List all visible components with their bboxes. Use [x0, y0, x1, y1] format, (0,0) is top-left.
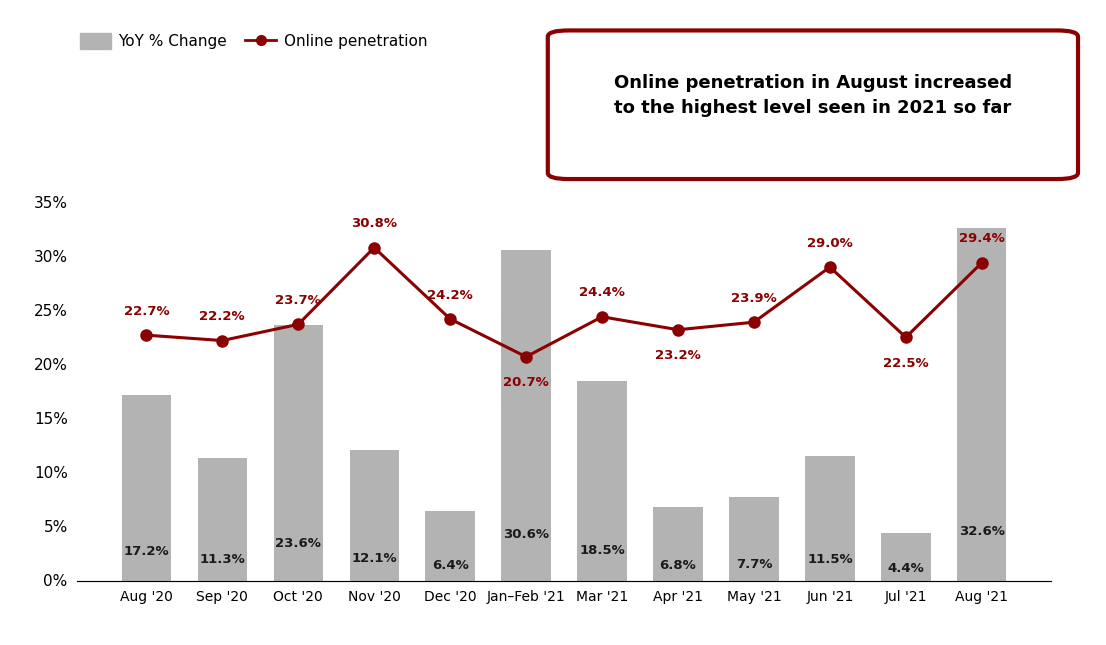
Text: 11.3%: 11.3%	[199, 553, 246, 566]
Text: 6.8%: 6.8%	[659, 559, 697, 571]
Text: 23.7%: 23.7%	[275, 294, 321, 307]
Bar	[198, 459, 247, 580]
Bar	[501, 250, 551, 580]
Legend: YoY % Change, Online penetration: YoY % Change, Online penetration	[74, 27, 434, 55]
Text: 29.4%: 29.4%	[959, 232, 1004, 246]
Text: Online penetration in August increased
to the highest level seen in 2021 so far: Online penetration in August increased t…	[614, 74, 1012, 117]
Text: 22.2%: 22.2%	[199, 310, 246, 323]
Text: 24.4%: 24.4%	[580, 286, 625, 299]
Text: 23.2%: 23.2%	[655, 349, 701, 362]
Text: 6.4%: 6.4%	[431, 559, 469, 572]
Bar	[349, 450, 399, 580]
Text: 23.9%: 23.9%	[731, 292, 776, 305]
Text: 30.6%: 30.6%	[503, 528, 549, 541]
Bar	[881, 533, 930, 580]
Bar	[273, 326, 323, 580]
Text: 24.2%: 24.2%	[427, 289, 473, 302]
Text: 22.7%: 22.7%	[124, 305, 169, 318]
Text: 18.5%: 18.5%	[580, 544, 625, 557]
Bar	[122, 395, 171, 580]
Bar	[805, 456, 855, 580]
Text: 32.6%: 32.6%	[959, 525, 1004, 538]
Text: 20.7%: 20.7%	[503, 376, 549, 389]
Text: 23.6%: 23.6%	[275, 537, 321, 550]
Text: 29.0%: 29.0%	[807, 237, 853, 250]
Bar	[577, 381, 627, 580]
Text: 12.1%: 12.1%	[352, 552, 397, 565]
Bar	[957, 228, 1006, 580]
Bar	[654, 507, 702, 580]
FancyBboxPatch shape	[547, 30, 1078, 179]
Bar	[426, 511, 474, 580]
Bar	[729, 497, 779, 580]
Text: 17.2%: 17.2%	[124, 545, 169, 558]
Text: 4.4%: 4.4%	[887, 562, 925, 575]
Text: 11.5%: 11.5%	[807, 553, 853, 566]
Text: 22.5%: 22.5%	[883, 357, 929, 370]
Text: 30.8%: 30.8%	[352, 217, 397, 230]
Text: 7.7%: 7.7%	[735, 557, 772, 571]
